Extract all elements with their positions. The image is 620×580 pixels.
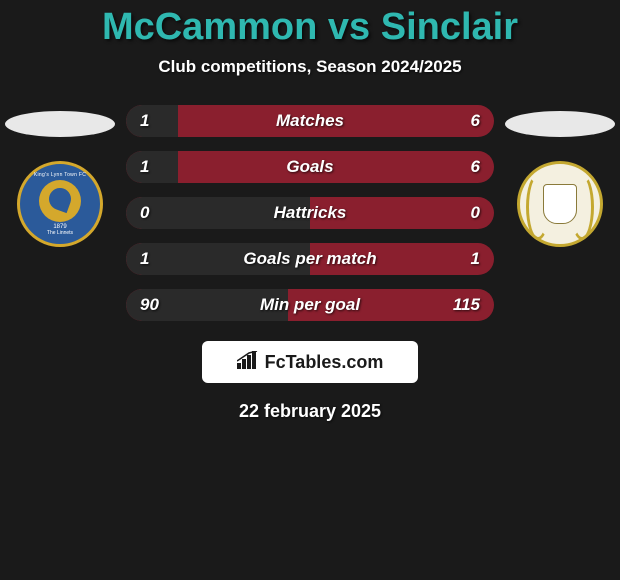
club-a-logo: King's Lynn Town FC 1879 The Linnets	[17, 161, 103, 247]
stat-value-right: 1	[471, 249, 480, 269]
stat-value-right: 0	[471, 203, 480, 223]
brand-badge: FcTables.com	[202, 341, 418, 383]
club-b-logo	[517, 161, 603, 247]
comparison-row: King's Lynn Town FC 1879 The Linnets 1 Ma…	[0, 105, 620, 335]
stat-fill	[126, 151, 178, 183]
bar-chart-icon	[237, 351, 259, 374]
stat-bar-hattricks: 0 Hattricks 0	[126, 197, 494, 229]
stat-value-right: 115	[453, 295, 480, 315]
stat-label: Hattricks	[274, 203, 347, 223]
stat-bar-matches: 1 Matches 6	[126, 105, 494, 137]
bird-icon	[39, 180, 81, 222]
player-b-shadow-ellipse	[505, 111, 615, 137]
stat-value-left: 90	[140, 295, 159, 315]
page-title: McCammon vs Sinclair	[0, 0, 620, 49]
stat-bar-min-per-goal: 90 Min per goal 115	[126, 289, 494, 321]
stat-value-left: 0	[140, 203, 149, 223]
vs-text: vs	[328, 6, 370, 48]
stat-value-right: 6	[471, 111, 480, 131]
club-a-top-text: King's Lynn Town FC	[34, 172, 86, 178]
stats-bars: 1 Matches 6 1 Goals 6 0 Hattricks 0 1 Goals per ma…	[120, 105, 500, 335]
stat-value-right: 6	[471, 157, 480, 177]
player-a-shadow-ellipse	[5, 111, 115, 137]
stat-label: Goals	[286, 157, 333, 177]
stat-value-left: 1	[140, 249, 149, 269]
stat-bar-goals: 1 Goals 6	[126, 151, 494, 183]
stat-value-left: 1	[140, 157, 149, 177]
stat-fill	[126, 105, 178, 137]
right-side	[500, 105, 620, 247]
stat-label: Min per goal	[260, 295, 360, 315]
brand-text: FcTables.com	[265, 352, 384, 373]
subtitle: Club competitions, Season 2024/2025	[0, 57, 620, 77]
player-a-name: McCammon	[102, 6, 317, 48]
player-b-name: Sinclair	[381, 6, 518, 48]
club-a-bottom-text: The Linnets	[47, 230, 73, 236]
stat-value-left: 1	[140, 111, 149, 131]
stat-bar-goals-per-match: 1 Goals per match 1	[126, 243, 494, 275]
shield-icon	[543, 184, 577, 224]
left-side: King's Lynn Town FC 1879 The Linnets	[0, 105, 120, 247]
stat-label: Matches	[276, 111, 344, 131]
date-text: 22 february 2025	[0, 401, 620, 422]
stat-label: Goals per match	[243, 249, 376, 269]
